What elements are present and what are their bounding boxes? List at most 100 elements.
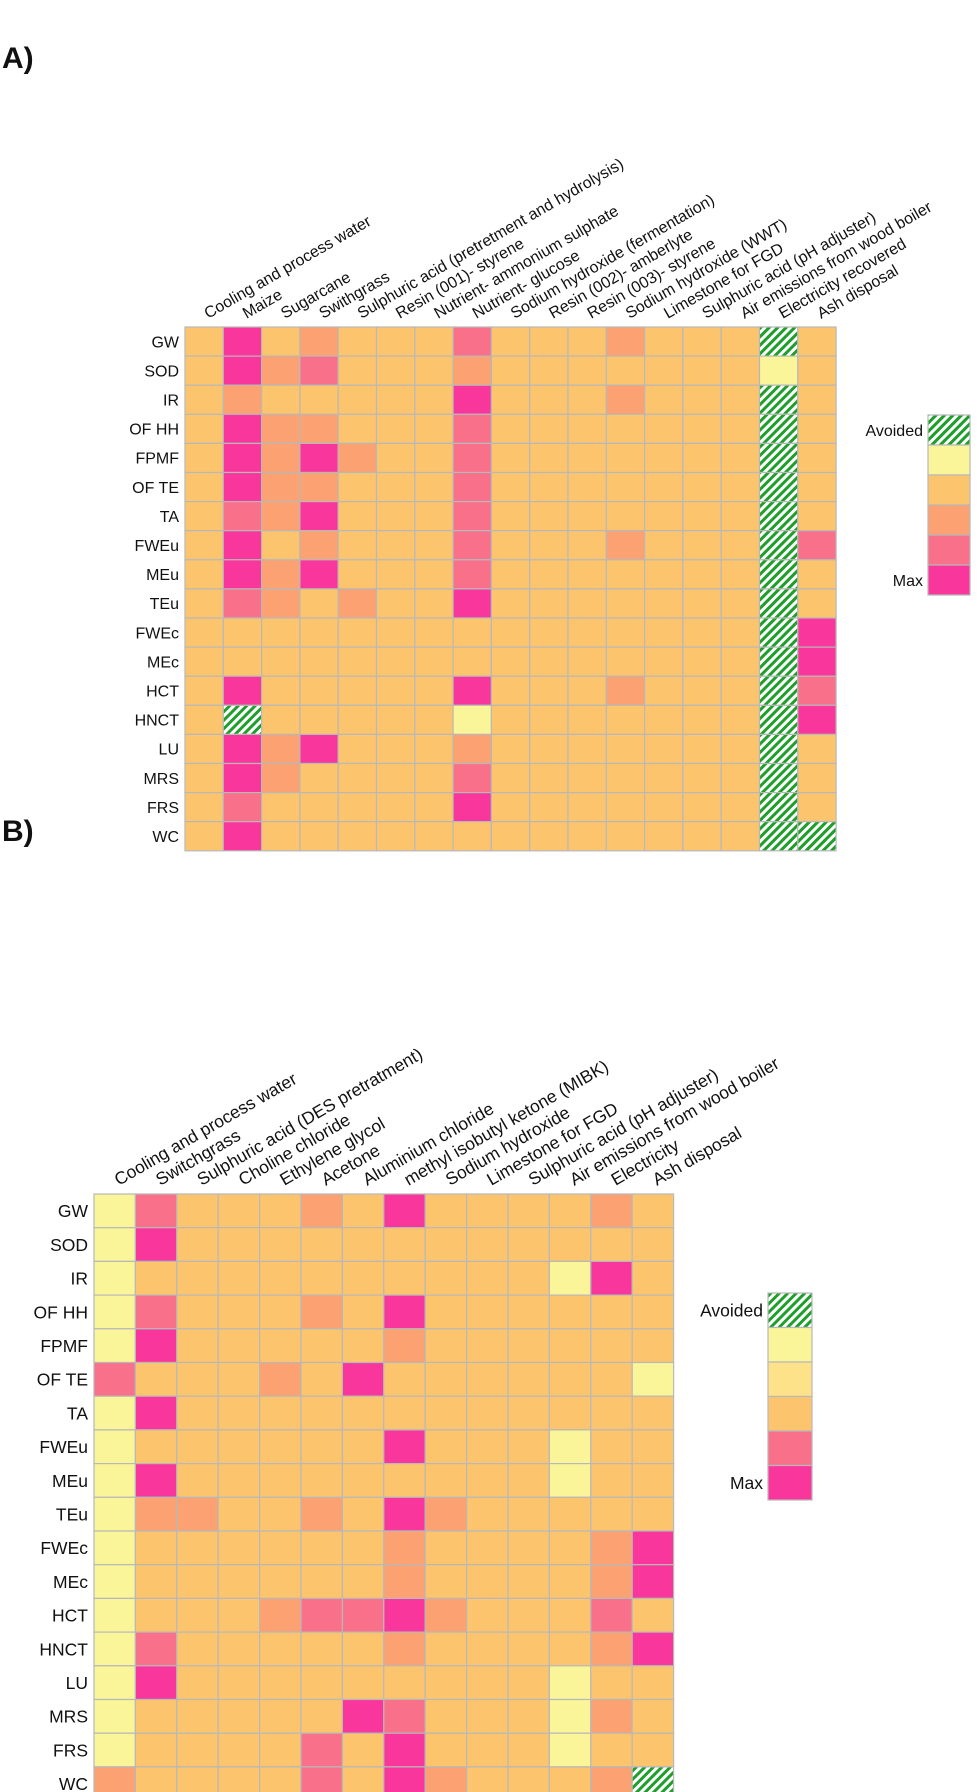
heatmap-cell <box>466 1462 509 1498</box>
heatmap-cell <box>383 1698 426 1734</box>
heatmap-cell <box>375 559 416 590</box>
heatmap-cell <box>507 1193 551 1229</box>
heatmap-cell <box>507 1294 551 1330</box>
heatmap-cell <box>259 1564 302 1599</box>
heatmap-cell <box>217 1361 261 1397</box>
heatmap-cell <box>375 733 416 765</box>
heatmap-cell <box>300 1631 344 1667</box>
heatmap-cell <box>529 384 569 415</box>
heatmap-cell <box>375 530 416 561</box>
heatmap-cell <box>176 1260 219 1296</box>
legend-swatch <box>767 1464 813 1501</box>
heatmap-cell <box>134 1698 178 1734</box>
heatmap-cell <box>682 762 722 794</box>
legend-swatch <box>767 1361 813 1398</box>
heatmap-cell <box>452 762 493 794</box>
legend-swatch <box>767 1430 813 1467</box>
heatmap-cell <box>590 1496 633 1532</box>
row-label: MEu <box>146 567 179 584</box>
heatmap-cell <box>93 1260 137 1296</box>
heatmap-cell <box>299 559 339 590</box>
heatmap-cell <box>758 791 799 823</box>
heatmap-cell <box>184 733 224 765</box>
heatmap-cell <box>720 704 761 735</box>
heatmap-cell <box>758 326 799 357</box>
heatmap-cell <box>529 733 569 765</box>
heatmap-cell <box>134 1361 178 1397</box>
heatmap-cell <box>222 821 263 852</box>
row-label: WC <box>152 829 179 846</box>
heatmap-cell <box>424 1361 468 1397</box>
heatmap-cell <box>184 413 224 444</box>
heatmap-cell <box>643 762 684 794</box>
heatmap-cell <box>682 588 722 619</box>
heatmap-cell <box>414 675 454 706</box>
heatmap-cell <box>424 1766 468 1792</box>
heatmap-cell <box>134 1597 178 1633</box>
heatmap-cell <box>631 1294 675 1330</box>
heatmap-cell <box>337 617 378 648</box>
heatmap-cell <box>300 1530 344 1566</box>
heatmap-cell <box>643 471 684 503</box>
row-label: GW <box>58 1201 89 1221</box>
heatmap-cell <box>490 471 531 503</box>
heatmap-cell <box>567 675 607 706</box>
heatmap-cell <box>414 530 454 561</box>
heatmap-cell <box>490 413 531 444</box>
heatmap-cell <box>466 1429 509 1465</box>
heatmap-cell <box>375 762 416 794</box>
heatmap-cell <box>300 1597 344 1633</box>
heatmap-cell <box>176 1395 219 1431</box>
heatmap-cell <box>466 1193 509 1229</box>
heatmap-cell <box>222 326 263 357</box>
row-label: SOD <box>144 363 179 380</box>
heatmap-cell <box>529 413 569 444</box>
heatmap-cell <box>93 1462 137 1498</box>
heatmap-cell <box>605 384 646 415</box>
row-label: FWEc <box>40 1538 88 1558</box>
heatmap-cell <box>452 821 493 852</box>
heatmap-cell <box>261 559 301 590</box>
heatmap-cell <box>414 559 454 590</box>
heatmap-cell <box>93 1597 137 1633</box>
heatmap-cell <box>797 355 837 386</box>
heatmap-cell <box>529 559 569 590</box>
heatmap-cell <box>548 1698 592 1734</box>
heatmap-cell <box>682 326 722 357</box>
heatmap-cell <box>758 704 799 735</box>
heatmap-cell <box>375 413 416 444</box>
heatmap-cell <box>682 617 722 648</box>
heatmap-cell <box>176 1496 219 1532</box>
heatmap-cell <box>682 413 722 444</box>
heatmap-cell <box>176 1227 219 1262</box>
heatmap-cell <box>452 326 493 357</box>
heatmap-cell <box>176 1698 219 1734</box>
panel-a-label: A) <box>2 42 34 75</box>
heatmap-cell <box>375 384 416 415</box>
heatmap-cell <box>341 1462 385 1498</box>
heatmap-cell <box>375 471 416 503</box>
heatmap-cell <box>682 821 722 852</box>
heatmap-cell <box>217 1395 261 1431</box>
heatmap-cell <box>375 326 416 357</box>
heatmap-cell <box>261 355 301 386</box>
heatmap-cell <box>93 1732 137 1768</box>
heatmap-cell <box>466 1294 509 1330</box>
heatmap-cell <box>261 762 301 794</box>
heatmap-cell <box>720 471 761 503</box>
heatmap-cell <box>341 1766 385 1792</box>
heatmap-cell <box>605 821 646 852</box>
heatmap-cell <box>631 1564 675 1599</box>
heatmap-cell <box>590 1294 633 1330</box>
heatmap-cell <box>720 733 761 765</box>
heatmap-cell <box>134 1260 178 1296</box>
heatmap-cell <box>466 1260 509 1296</box>
heatmap-cell <box>217 1732 261 1768</box>
heatmap-cell <box>341 1597 385 1633</box>
heatmap-cell <box>341 1294 385 1330</box>
heatmap-cell <box>383 1496 426 1532</box>
heatmap-cell <box>452 442 493 474</box>
heatmap-cell <box>424 1294 468 1330</box>
heatmap-cell <box>259 1698 302 1734</box>
heatmap-cell <box>261 821 301 852</box>
